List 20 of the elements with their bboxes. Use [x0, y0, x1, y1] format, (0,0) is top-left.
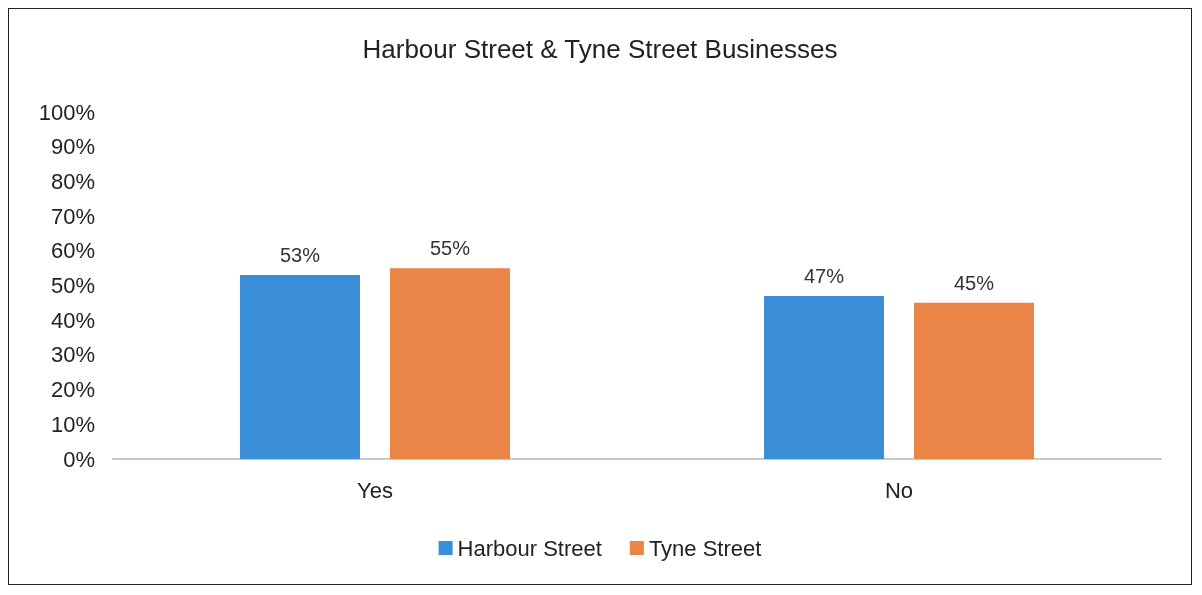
- data-label: 45%: [953, 271, 995, 294]
- y-tick-label: 0%: [63, 446, 95, 472]
- y-tick-label: 40%: [50, 307, 95, 333]
- data-label: 47%: [803, 264, 845, 287]
- y-tick-label: 20%: [50, 377, 95, 403]
- data-label: 53%: [279, 244, 321, 267]
- x-tick-label: No: [884, 477, 914, 503]
- y-tick-label: 90%: [50, 134, 95, 160]
- y-tick-label: 60%: [50, 238, 95, 264]
- y-tick-label: 50%: [50, 273, 95, 298]
- y-tick-label: 10%: [50, 411, 95, 437]
- y-tick-label: 30%: [50, 342, 95, 368]
- y-tick-label: 100%: [38, 99, 95, 125]
- y-tick-label: 80%: [50, 168, 95, 194]
- legend-label: Tyne Street: [648, 535, 762, 561]
- x-tick-label: Yes: [357, 477, 393, 503]
- chart-title: Harbour Street & Tyne Street Businesses: [362, 34, 838, 64]
- legend-label: Harbour Street: [457, 535, 602, 561]
- y-tick-label: 70%: [50, 203, 95, 229]
- data-label: 55%: [429, 237, 471, 260]
